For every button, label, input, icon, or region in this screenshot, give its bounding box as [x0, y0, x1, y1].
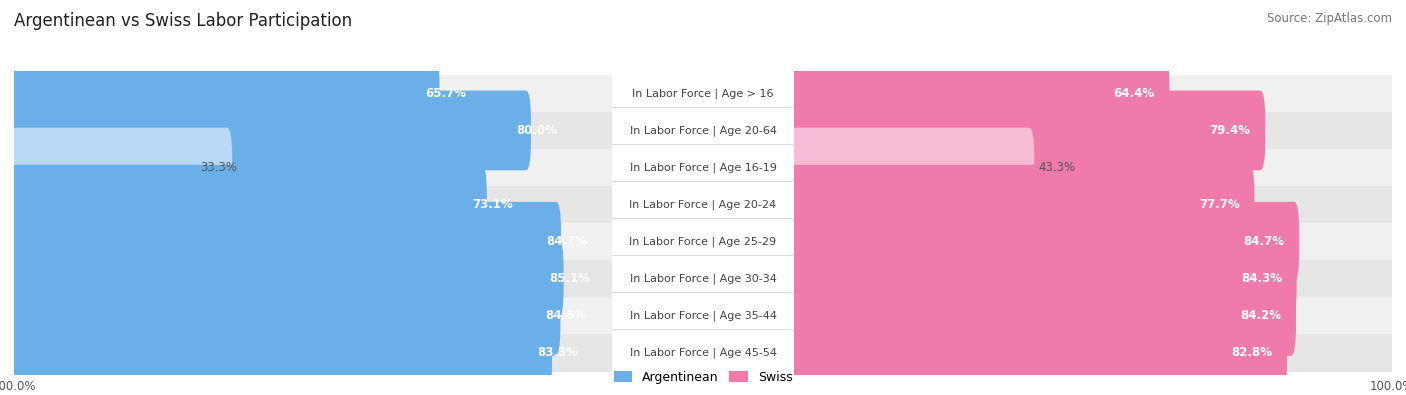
- FancyBboxPatch shape: [8, 90, 531, 170]
- Bar: [752, 186, 1392, 223]
- Bar: [752, 260, 1392, 297]
- Bar: [14, 297, 654, 335]
- Text: In Labor Force | Age > 16: In Labor Force | Age > 16: [633, 88, 773, 99]
- Text: 33.3%: 33.3%: [200, 161, 236, 174]
- Bar: [14, 335, 654, 372]
- FancyBboxPatch shape: [747, 128, 1035, 207]
- Text: Argentinean vs Swiss Labor Participation: Argentinean vs Swiss Labor Participation: [14, 12, 352, 30]
- FancyBboxPatch shape: [747, 239, 1296, 319]
- FancyBboxPatch shape: [747, 313, 1286, 393]
- Text: 84.2%: 84.2%: [1240, 309, 1281, 322]
- Bar: [14, 149, 654, 186]
- Text: In Labor Force | Age 30-34: In Labor Force | Age 30-34: [630, 274, 776, 284]
- Legend: Argentinean, Swiss: Argentinean, Swiss: [609, 366, 797, 389]
- FancyBboxPatch shape: [8, 53, 440, 133]
- FancyBboxPatch shape: [747, 53, 1170, 133]
- Text: In Labor Force | Age 45-54: In Labor Force | Age 45-54: [630, 348, 776, 358]
- FancyBboxPatch shape: [8, 276, 561, 356]
- Text: In Labor Force | Age 35-44: In Labor Force | Age 35-44: [630, 310, 776, 321]
- Text: 82.8%: 82.8%: [1232, 346, 1272, 359]
- Text: In Labor Force | Age 25-29: In Labor Force | Age 25-29: [630, 237, 776, 247]
- FancyBboxPatch shape: [8, 165, 486, 245]
- FancyBboxPatch shape: [8, 128, 232, 207]
- FancyBboxPatch shape: [747, 202, 1299, 282]
- Text: 84.7%: 84.7%: [1243, 235, 1285, 248]
- Text: 77.7%: 77.7%: [1199, 198, 1240, 211]
- FancyBboxPatch shape: [551, 70, 855, 117]
- FancyBboxPatch shape: [8, 313, 553, 393]
- FancyBboxPatch shape: [551, 181, 855, 228]
- Bar: [14, 112, 654, 149]
- Bar: [14, 223, 654, 260]
- Text: 64.4%: 64.4%: [1114, 87, 1154, 100]
- Text: In Labor Force | Age 20-24: In Labor Force | Age 20-24: [630, 199, 776, 210]
- FancyBboxPatch shape: [551, 256, 855, 302]
- Bar: [752, 335, 1392, 372]
- Text: 80.0%: 80.0%: [516, 124, 557, 137]
- Text: 84.6%: 84.6%: [546, 309, 586, 322]
- FancyBboxPatch shape: [551, 330, 855, 376]
- Bar: [752, 223, 1392, 260]
- Text: 85.1%: 85.1%: [548, 272, 591, 285]
- Bar: [752, 112, 1392, 149]
- FancyBboxPatch shape: [8, 202, 561, 282]
- Text: 73.1%: 73.1%: [472, 198, 513, 211]
- Text: In Labor Force | Age 16-19: In Labor Force | Age 16-19: [630, 162, 776, 173]
- FancyBboxPatch shape: [747, 90, 1265, 170]
- FancyBboxPatch shape: [8, 239, 564, 319]
- Bar: [752, 149, 1392, 186]
- Bar: [14, 186, 654, 223]
- Bar: [14, 75, 654, 112]
- Text: 84.7%: 84.7%: [547, 235, 588, 248]
- Bar: [14, 260, 654, 297]
- Text: In Labor Force | Age 20-64: In Labor Force | Age 20-64: [630, 125, 776, 136]
- Text: 83.3%: 83.3%: [537, 346, 578, 359]
- Text: 79.4%: 79.4%: [1209, 124, 1250, 137]
- Text: Source: ZipAtlas.com: Source: ZipAtlas.com: [1267, 12, 1392, 25]
- FancyBboxPatch shape: [551, 107, 855, 154]
- FancyBboxPatch shape: [551, 218, 855, 265]
- Bar: [752, 297, 1392, 335]
- Text: 65.7%: 65.7%: [425, 87, 465, 100]
- FancyBboxPatch shape: [551, 144, 855, 191]
- Text: 84.3%: 84.3%: [1241, 272, 1282, 285]
- FancyBboxPatch shape: [747, 276, 1296, 356]
- FancyBboxPatch shape: [747, 165, 1254, 245]
- Bar: [752, 75, 1392, 112]
- FancyBboxPatch shape: [551, 293, 855, 339]
- Text: 43.3%: 43.3%: [1039, 161, 1076, 174]
